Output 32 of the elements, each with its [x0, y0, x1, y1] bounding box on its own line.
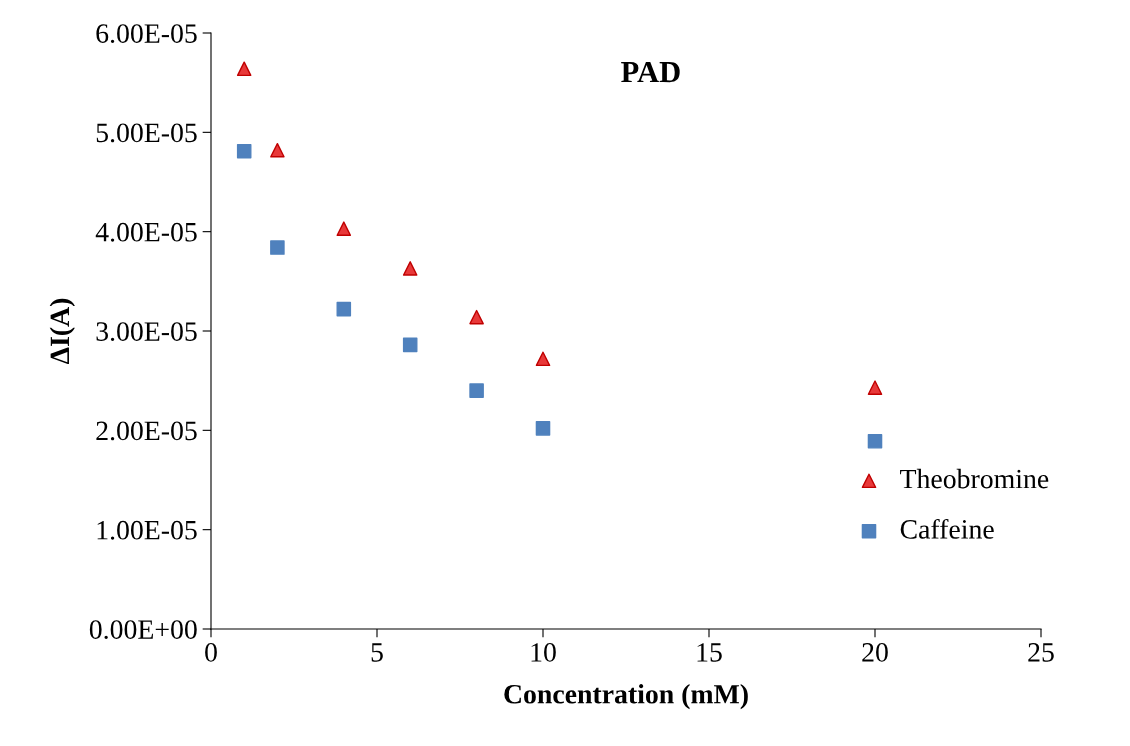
x-axis-title: Concentration (mM) — [504, 684, 748, 710]
legend-label: Caffeine — [900, 518, 994, 539]
point — [469, 383, 484, 398]
y-tick-label: 1.00E-05 — [97, 520, 197, 540]
x-tick-label: 25 — [1028, 643, 1054, 662]
point — [535, 421, 551, 436]
x-tick-label: 10 — [531, 643, 556, 662]
point — [402, 337, 418, 353]
legend-label: Theobromine — [900, 468, 1049, 489]
x-tick-label: 15 — [697, 643, 722, 662]
x-tick-label: 20 — [862, 643, 888, 662]
point — [236, 143, 252, 159]
point — [535, 351, 551, 367]
point — [270, 240, 285, 255]
point — [336, 301, 352, 317]
point — [469, 309, 484, 325]
y-tick-label: 2.00E-05 — [96, 421, 197, 441]
x-tick-label: 0 — [205, 643, 217, 662]
y-tick-label: 4.00E-05 — [95, 222, 197, 242]
point — [867, 380, 883, 395]
point — [336, 221, 352, 236]
x-tick-label: 5 — [371, 643, 383, 662]
y-tick-label: 3.00E-05 — [96, 322, 197, 342]
y-tick-label: 6.00E-05 — [96, 24, 197, 44]
y-tick-label: 5.00E-05 — [96, 123, 197, 143]
point — [402, 261, 418, 276]
point — [867, 433, 883, 449]
text: PAD — [621, 61, 680, 83]
point — [270, 142, 285, 158]
y-tick-label: 0.00E+00 — [89, 620, 197, 640]
point — [236, 61, 252, 77]
y-axis-title: ΔI(A) — [49, 298, 75, 365]
